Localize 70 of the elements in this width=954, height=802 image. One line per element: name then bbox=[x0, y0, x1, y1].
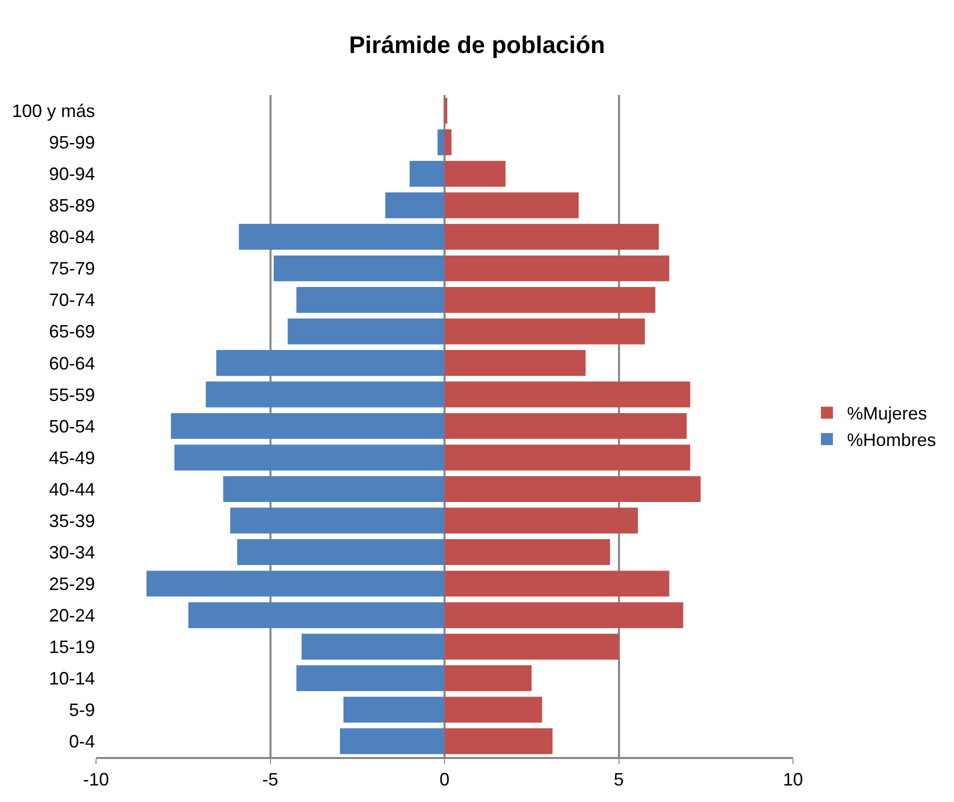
y-tick-label: 30-34 bbox=[48, 542, 95, 562]
bar bbox=[444, 665, 532, 692]
bar bbox=[444, 192, 579, 218]
y-tick-label: 70-74 bbox=[48, 290, 95, 310]
y-tick-label: 15-19 bbox=[48, 636, 95, 657]
bar bbox=[444, 476, 701, 502]
bar bbox=[444, 570, 670, 597]
bar bbox=[444, 634, 619, 660]
y-tick-label: 65-69 bbox=[48, 322, 95, 342]
bar bbox=[444, 444, 690, 470]
bar bbox=[444, 413, 687, 439]
bar bbox=[444, 350, 586, 376]
bar bbox=[438, 129, 444, 156]
bar bbox=[174, 444, 444, 470]
x-tick-label: 10 bbox=[782, 770, 804, 790]
bar bbox=[444, 318, 645, 344]
x-tick-label: -5 bbox=[262, 770, 278, 790]
bar bbox=[274, 255, 444, 282]
bar bbox=[444, 696, 542, 723]
bar bbox=[444, 129, 452, 156]
bar bbox=[444, 382, 690, 408]
x-tick-label: 5 bbox=[614, 770, 624, 790]
bar bbox=[444, 224, 659, 250]
y-tick-label: 40-44 bbox=[48, 479, 95, 500]
bar bbox=[237, 539, 444, 566]
bar bbox=[444, 539, 610, 566]
y-tick-label: 85-89 bbox=[48, 196, 95, 216]
y-tick-label: 100 y más bbox=[12, 101, 95, 122]
x-tick-label: -10 bbox=[82, 770, 110, 790]
bar bbox=[230, 508, 444, 534]
y-tick-label: 90-94 bbox=[48, 164, 95, 184]
y-tick-label: 10-14 bbox=[48, 668, 95, 688]
y-tick-label: 80-84 bbox=[48, 227, 95, 248]
bar bbox=[206, 382, 444, 408]
y-tick-label: 35-39 bbox=[48, 510, 95, 531]
bar bbox=[188, 602, 444, 628]
bar bbox=[170, 413, 444, 439]
bar bbox=[296, 286, 444, 313]
bar bbox=[444, 160, 506, 187]
bar bbox=[385, 192, 444, 218]
y-tick-label: 95-99 bbox=[48, 132, 95, 153]
bar bbox=[444, 286, 656, 313]
bar bbox=[410, 160, 444, 187]
x-tick-label: 0 bbox=[439, 770, 450, 790]
y-tick-label: 60-64 bbox=[48, 353, 95, 374]
y-tick-label: 45-49 bbox=[48, 448, 95, 468]
y-tick-label: 0-4 bbox=[68, 732, 95, 752]
bar bbox=[444, 602, 684, 628]
legend-label: %Hombres bbox=[846, 430, 936, 450]
bar bbox=[146, 570, 444, 597]
bar bbox=[343, 696, 444, 723]
bar bbox=[444, 255, 670, 282]
bar bbox=[296, 665, 444, 692]
chart-title: Pirámide de población bbox=[348, 32, 606, 59]
y-tick-label: 50-54 bbox=[48, 416, 95, 436]
bar bbox=[340, 728, 444, 754]
bar bbox=[288, 318, 444, 344]
y-tick-label: 25-29 bbox=[48, 574, 95, 594]
y-tick-label: 55-59 bbox=[48, 384, 95, 405]
bar bbox=[238, 224, 444, 250]
bar bbox=[444, 98, 448, 124]
y-tick-label: 5-9 bbox=[68, 700, 95, 720]
bar bbox=[223, 476, 444, 502]
y-tick-label: 75-79 bbox=[48, 258, 95, 279]
bar bbox=[302, 634, 444, 660]
bar bbox=[444, 728, 553, 754]
bar bbox=[444, 508, 638, 534]
legend-label: %Mujeres bbox=[846, 404, 927, 424]
y-tick-label: 20-24 bbox=[48, 605, 95, 626]
bar bbox=[216, 350, 444, 376]
